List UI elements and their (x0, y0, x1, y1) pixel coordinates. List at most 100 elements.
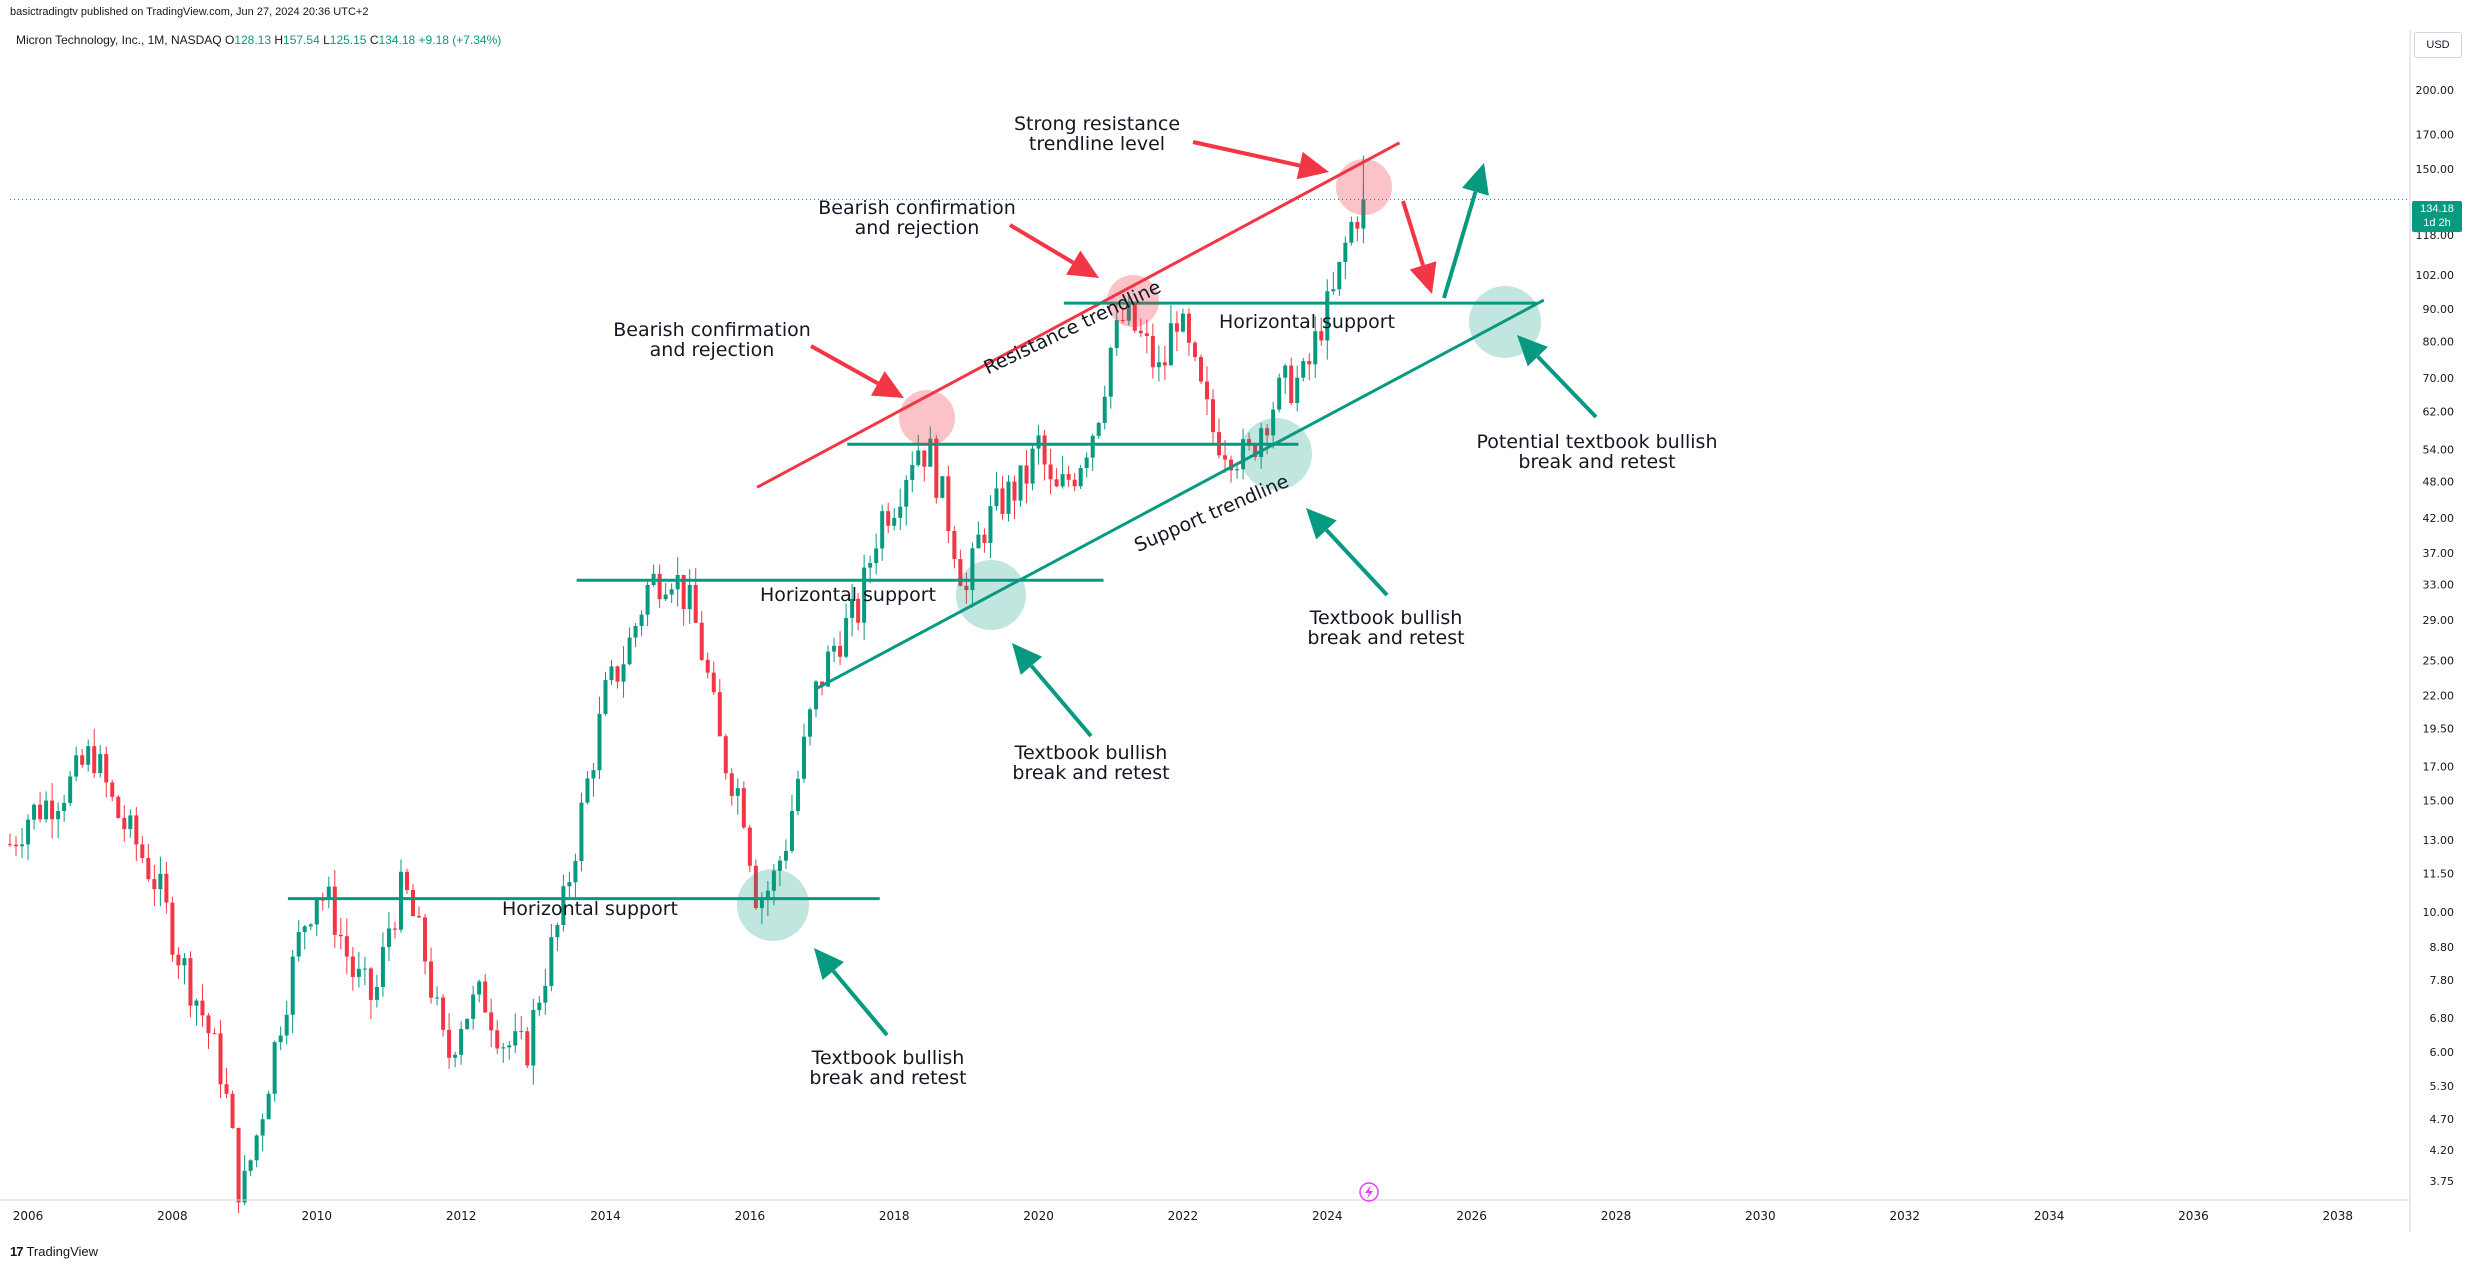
candle-body (350, 956, 355, 977)
price-tick-label: 90.00 (2423, 303, 2455, 316)
candle-body (753, 865, 758, 908)
arrow-head (1409, 261, 1437, 294)
time-tick-label: 2026 (1456, 1209, 1487, 1223)
time-tick-label: 2034 (2034, 1209, 2065, 1223)
candle-body (765, 890, 770, 899)
candle-body (236, 1127, 241, 1203)
candle-body (1000, 488, 1005, 514)
candle-body (1042, 435, 1047, 465)
candle-body (218, 1033, 223, 1085)
candle-body (1108, 347, 1113, 397)
candle-body (260, 1119, 265, 1136)
candle-body (1144, 333, 1149, 336)
candle-body (308, 924, 313, 927)
candle-body (1150, 335, 1155, 368)
candle-body (1180, 313, 1185, 332)
candle-body (976, 534, 981, 549)
candle-body (1120, 320, 1125, 322)
candle-body (507, 1045, 512, 1048)
candle-body (194, 1000, 199, 1006)
candle-body (1337, 261, 1342, 290)
candle-body (1090, 435, 1095, 458)
price-tick-label: 13.00 (2423, 834, 2455, 847)
candle-body (80, 755, 85, 765)
candle-body (44, 800, 49, 820)
candle-body (254, 1135, 259, 1161)
price-tick-label: 3.75 (2430, 1175, 2455, 1188)
candle-body (380, 946, 385, 988)
footer-brand[interactable]: 17 TradingView (10, 1244, 98, 1259)
candle-body (392, 928, 397, 930)
lightning-icon-ring (1359, 1182, 1379, 1202)
candle-body (368, 968, 373, 1000)
candle-body (465, 1018, 470, 1029)
candle-body (1241, 439, 1246, 470)
candle-body (808, 709, 812, 737)
candle-body (1126, 303, 1131, 321)
candle-body (789, 811, 794, 851)
candle-body (519, 1031, 524, 1033)
time-tick-label: 2014 (590, 1209, 621, 1223)
candle-body (453, 1054, 458, 1058)
candle-body (946, 476, 951, 532)
candle-body (513, 1031, 518, 1046)
annotation-arrow (1192, 140, 1329, 180)
change-value: +9.18 (+7.34%) (418, 33, 502, 47)
symbol-name[interactable]: Micron Technology, Inc., 1M, NASDAQ (16, 33, 222, 47)
time-tick-label: 2038 (2323, 1209, 2354, 1223)
trendline[interactable] (756, 141, 1401, 489)
candle-body (555, 924, 560, 938)
lightning-icon[interactable] (1359, 1182, 1379, 1202)
candle-body (543, 985, 548, 1003)
candle-body (242, 1170, 247, 1203)
retest-zone-circle (899, 390, 955, 446)
candle-body (826, 651, 831, 687)
candle-body (603, 680, 608, 714)
candle-body (284, 1014, 289, 1036)
candle-body (188, 958, 193, 1006)
candle-body (152, 879, 157, 890)
currency-button[interactable]: USD (2414, 32, 2462, 58)
price-tick-label: 54.00 (2423, 443, 2455, 456)
candle-body (1114, 320, 1119, 348)
candle-body (771, 870, 776, 891)
candle-body (982, 534, 987, 543)
trendline-label: Horizontal support (760, 584, 936, 606)
annotation-arrow (1442, 163, 1489, 299)
candle-body (934, 438, 939, 498)
candle-body (537, 1002, 542, 1011)
trendline-label: Support trendline (1131, 470, 1292, 556)
candle-body (20, 844, 25, 847)
candle-body (1271, 409, 1276, 436)
candle-body (74, 755, 79, 777)
arrow-shaft (1008, 223, 1075, 265)
candle-body (1211, 399, 1216, 433)
candle-body (681, 574, 686, 610)
high-label: H (274, 33, 284, 47)
candle-body (1072, 479, 1077, 487)
candle-body (669, 589, 674, 595)
candle-body (687, 584, 692, 610)
price-tick-label: 19.50 (2423, 723, 2455, 736)
trendline[interactable] (814, 298, 1545, 691)
last-price-badge: 134.18 1d 2h (2412, 201, 2462, 232)
candle-body (92, 746, 97, 774)
time-tick-label: 2032 (1889, 1209, 1920, 1223)
candle-body (609, 666, 614, 681)
arrow-shaft (1192, 140, 1301, 168)
candle-body (729, 773, 734, 796)
candle-body (266, 1093, 271, 1120)
candle-body (916, 450, 921, 466)
open-value: 128.13 (234, 33, 272, 47)
candle-body (1355, 222, 1360, 229)
candle-body (278, 1035, 283, 1043)
candle-body (110, 782, 115, 797)
time-tick-label: 2016 (735, 1209, 766, 1223)
last-price-countdown: 1d 2h (2423, 217, 2451, 229)
candle-body (1018, 465, 1023, 501)
candle-body (386, 928, 391, 947)
arrow-head (1517, 335, 1548, 367)
candle-body (693, 584, 698, 623)
